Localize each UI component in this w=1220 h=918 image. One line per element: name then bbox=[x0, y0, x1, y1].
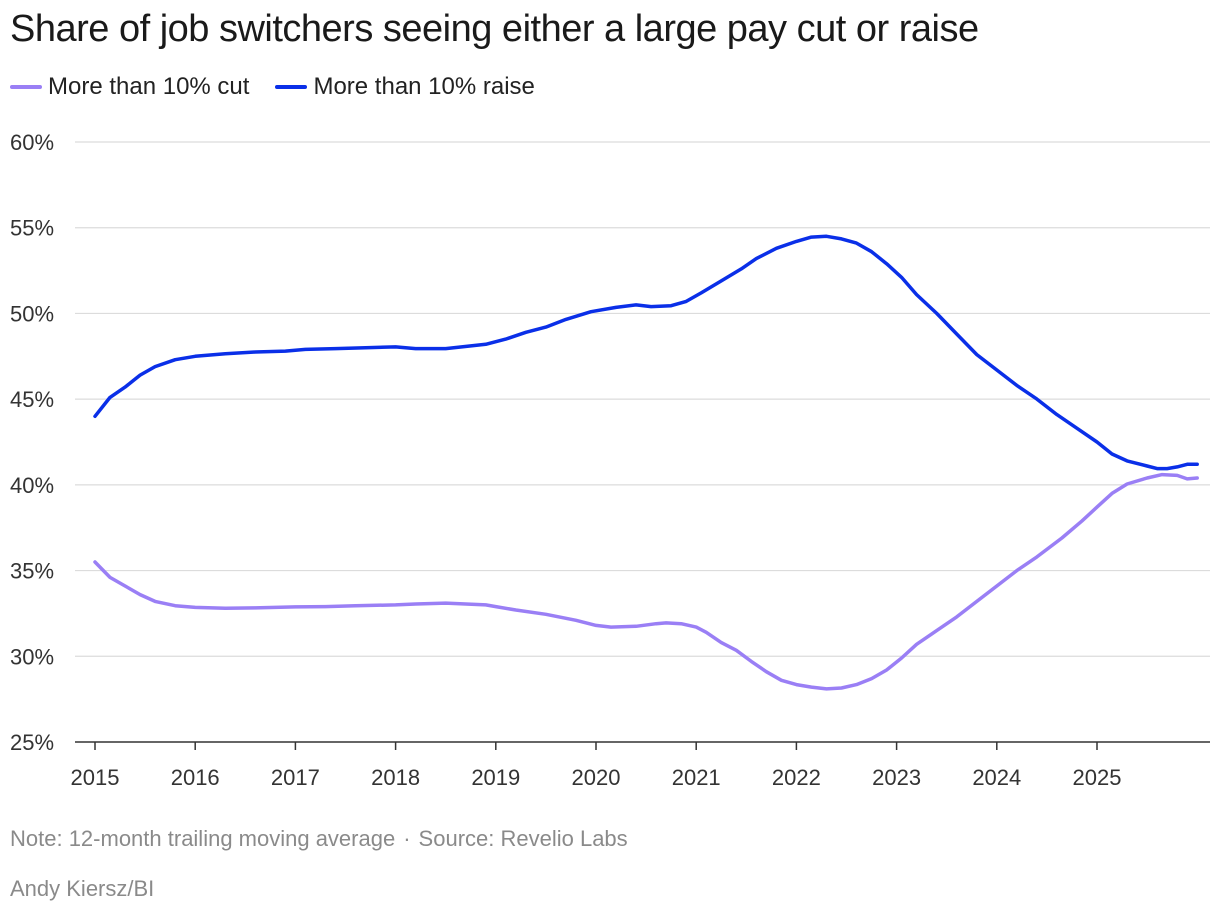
series-line-raise bbox=[93, 234, 1199, 471]
x-tick-label: 2025 bbox=[1073, 765, 1122, 790]
x-tick-label: 2016 bbox=[171, 765, 220, 790]
footer-note: Note: 12-month trailing moving average · S… bbox=[10, 826, 628, 852]
legend-item-cut: More than 10% cut bbox=[10, 73, 249, 101]
legend-label-raise: More than 10% raise bbox=[313, 73, 535, 100]
legend-swatch-cut bbox=[10, 85, 42, 89]
x-tick-label: 2021 bbox=[672, 765, 721, 790]
y-axis-ticks: 25% 30% 35% 40% 45% 50% 55% 60% bbox=[10, 130, 54, 755]
x-tick-label: 2022 bbox=[772, 765, 821, 790]
x-tick-label: 2020 bbox=[572, 765, 621, 790]
y-tick-label: 55% bbox=[10, 216, 54, 241]
x-tick-label: 2018 bbox=[371, 765, 420, 790]
gridlines bbox=[75, 141, 1210, 743]
y-tick-label: 50% bbox=[10, 301, 54, 326]
series-line-cut bbox=[93, 472, 1199, 691]
x-axis: 2015 2016 2017 2018 2019 2020 2021 2022 2023 2024… bbox=[71, 742, 1122, 790]
chart-title: Share of job switchers seeing either a l… bbox=[10, 8, 979, 50]
x-tick-label: 2023 bbox=[872, 765, 921, 790]
legend-item-raise: More than 10% raise bbox=[275, 73, 535, 101]
y-tick-label: 60% bbox=[10, 130, 54, 155]
x-tick-label: 2024 bbox=[972, 765, 1021, 790]
y-tick-label: 25% bbox=[10, 730, 54, 755]
footer-credit: Andy Kiersz/BI bbox=[10, 876, 155, 901]
x-tick-label: 2019 bbox=[471, 765, 520, 790]
source-text: Source: Revelio Labs bbox=[418, 826, 628, 851]
series-lines bbox=[93, 234, 1199, 691]
line-chart: 25%30%35%40%45%50%55%60% 2015 2016 2017 201… bbox=[10, 130, 1210, 790]
y-tick-label: 35% bbox=[10, 559, 54, 584]
note-text: Note: 12-month trailing moving average bbox=[10, 826, 396, 851]
legend-label-cut: More than 10% cut bbox=[48, 73, 250, 100]
note-separator: · bbox=[403, 826, 411, 851]
legend-swatch-raise bbox=[275, 85, 308, 89]
x-tick-label: 2017 bbox=[271, 765, 320, 790]
y-tick-label: 30% bbox=[10, 644, 54, 669]
legend: More than 10% cut More than 10% raise bbox=[10, 72, 561, 102]
y-tick-label: 40% bbox=[10, 473, 54, 498]
x-tick-label: 2015 bbox=[71, 765, 120, 790]
y-tick-label: 45% bbox=[10, 387, 54, 412]
